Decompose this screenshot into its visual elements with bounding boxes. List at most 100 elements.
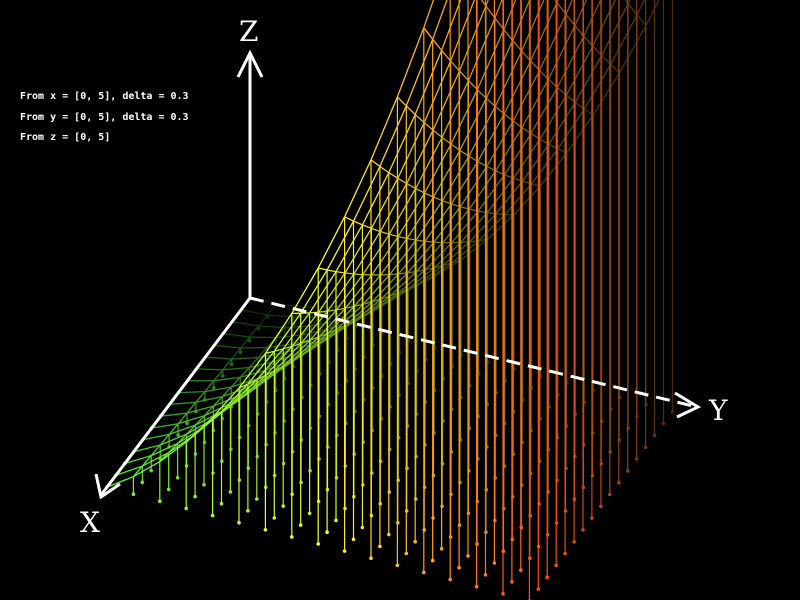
sample-point <box>254 497 259 501</box>
grid-line-x <box>318 332 329 338</box>
grid-line-x <box>257 314 269 327</box>
grid-line-y <box>451 210 479 244</box>
sample-point <box>247 338 252 343</box>
z-axis-label: Z <box>239 15 258 48</box>
grid-line-y <box>468 106 496 157</box>
grid-line-x <box>168 423 179 435</box>
sample-point <box>325 530 329 534</box>
grid-line-y <box>213 376 241 382</box>
grid-line-y <box>513 185 541 216</box>
grid-line-x <box>370 159 381 167</box>
grid-line-y <box>310 328 338 351</box>
grid-line-y <box>477 113 505 162</box>
grid-line-y <box>363 295 391 317</box>
sample-point <box>395 563 400 568</box>
grid-line-y <box>204 386 232 393</box>
grid-line-y <box>495 127 523 172</box>
grid-line-y <box>318 307 346 338</box>
grid-line-y <box>328 320 356 339</box>
grid-line-y <box>416 242 444 272</box>
grid-line-x <box>379 165 390 174</box>
grid-line-y <box>249 336 277 339</box>
grid-line-x <box>396 96 407 107</box>
grid-line-y <box>282 312 311 350</box>
sample-point <box>439 547 444 551</box>
grid-line-y <box>159 433 187 446</box>
grid-line-x <box>353 220 363 226</box>
grid-line-x <box>344 272 354 275</box>
grid-line-y <box>247 370 276 394</box>
grid-line-y <box>133 461 161 478</box>
grid-line-y <box>344 159 372 218</box>
grid-line-y <box>434 259 462 277</box>
grid-line-y <box>405 39 434 107</box>
grid-line-y <box>229 379 258 407</box>
grid-line-y <box>380 272 409 300</box>
sample-point <box>572 540 576 544</box>
grid-line-y <box>379 105 407 167</box>
grid-line-y <box>557 108 585 150</box>
sample-point <box>360 525 365 530</box>
sample-point <box>290 535 294 539</box>
grid-line-y <box>450 161 479 205</box>
grid-line-y <box>388 188 417 235</box>
grid-line-y <box>645 0 660 26</box>
grid-line-y <box>512 0 531 41</box>
grid-line-y <box>513 138 541 179</box>
grid-line-x <box>256 374 267 381</box>
grid-line-x <box>230 376 241 388</box>
grid-line-x <box>309 311 319 314</box>
grid-line-y <box>424 143 452 194</box>
grid-line-x <box>257 347 268 359</box>
sample-point <box>466 554 470 558</box>
grid-line-y <box>142 452 169 467</box>
grid-line-x <box>309 336 320 341</box>
sample-point <box>316 542 321 546</box>
grid-line-y <box>291 311 320 347</box>
grid-line-x <box>610 64 621 74</box>
grid-line-y <box>238 374 267 401</box>
sample-point <box>634 457 639 461</box>
grid-line-y <box>556 0 559 3</box>
grid-line-y <box>362 274 391 305</box>
grid-line-y <box>627 0 631 4</box>
grid-line-y <box>275 334 303 339</box>
sample-point <box>625 469 630 473</box>
grid-line-x <box>204 380 215 393</box>
grid-line-y <box>565 0 573 15</box>
sample-point <box>652 433 657 438</box>
grid-line-y <box>574 0 588 26</box>
grid-line-x <box>441 49 452 62</box>
grid-line-y <box>486 120 514 167</box>
x-axis-arrowhead <box>94 473 121 500</box>
grid-line-x <box>494 17 505 30</box>
grid-line-y <box>256 348 284 381</box>
grid-line-x <box>397 177 408 185</box>
grid-line-y <box>204 402 232 417</box>
grid-line-x <box>371 227 381 233</box>
grid-line-y <box>317 216 346 269</box>
sample-point <box>334 518 338 523</box>
grid-line-y <box>194 411 222 435</box>
grid-line-y <box>476 29 505 90</box>
grid-line-y <box>222 366 250 371</box>
grid-line-y <box>503 60 532 115</box>
grid-line-x <box>239 367 250 378</box>
sample-point <box>210 513 215 518</box>
sample-point <box>131 492 136 497</box>
grid-line-y <box>460 212 488 243</box>
grid-line-y <box>469 213 497 243</box>
grid-line-y <box>169 401 196 406</box>
sample-point <box>387 532 391 537</box>
grid-line-y <box>177 414 205 425</box>
grid-line-y <box>574 55 603 103</box>
sample-point <box>501 592 505 596</box>
grid-line-y <box>485 0 489 7</box>
grid-line-y <box>503 0 517 30</box>
grid-line-y <box>291 267 319 314</box>
grid-line-x <box>195 415 205 426</box>
sample-point <box>246 509 250 513</box>
grid-line-x <box>150 444 161 457</box>
sample-point <box>307 511 312 516</box>
grid-line-x <box>266 303 277 316</box>
